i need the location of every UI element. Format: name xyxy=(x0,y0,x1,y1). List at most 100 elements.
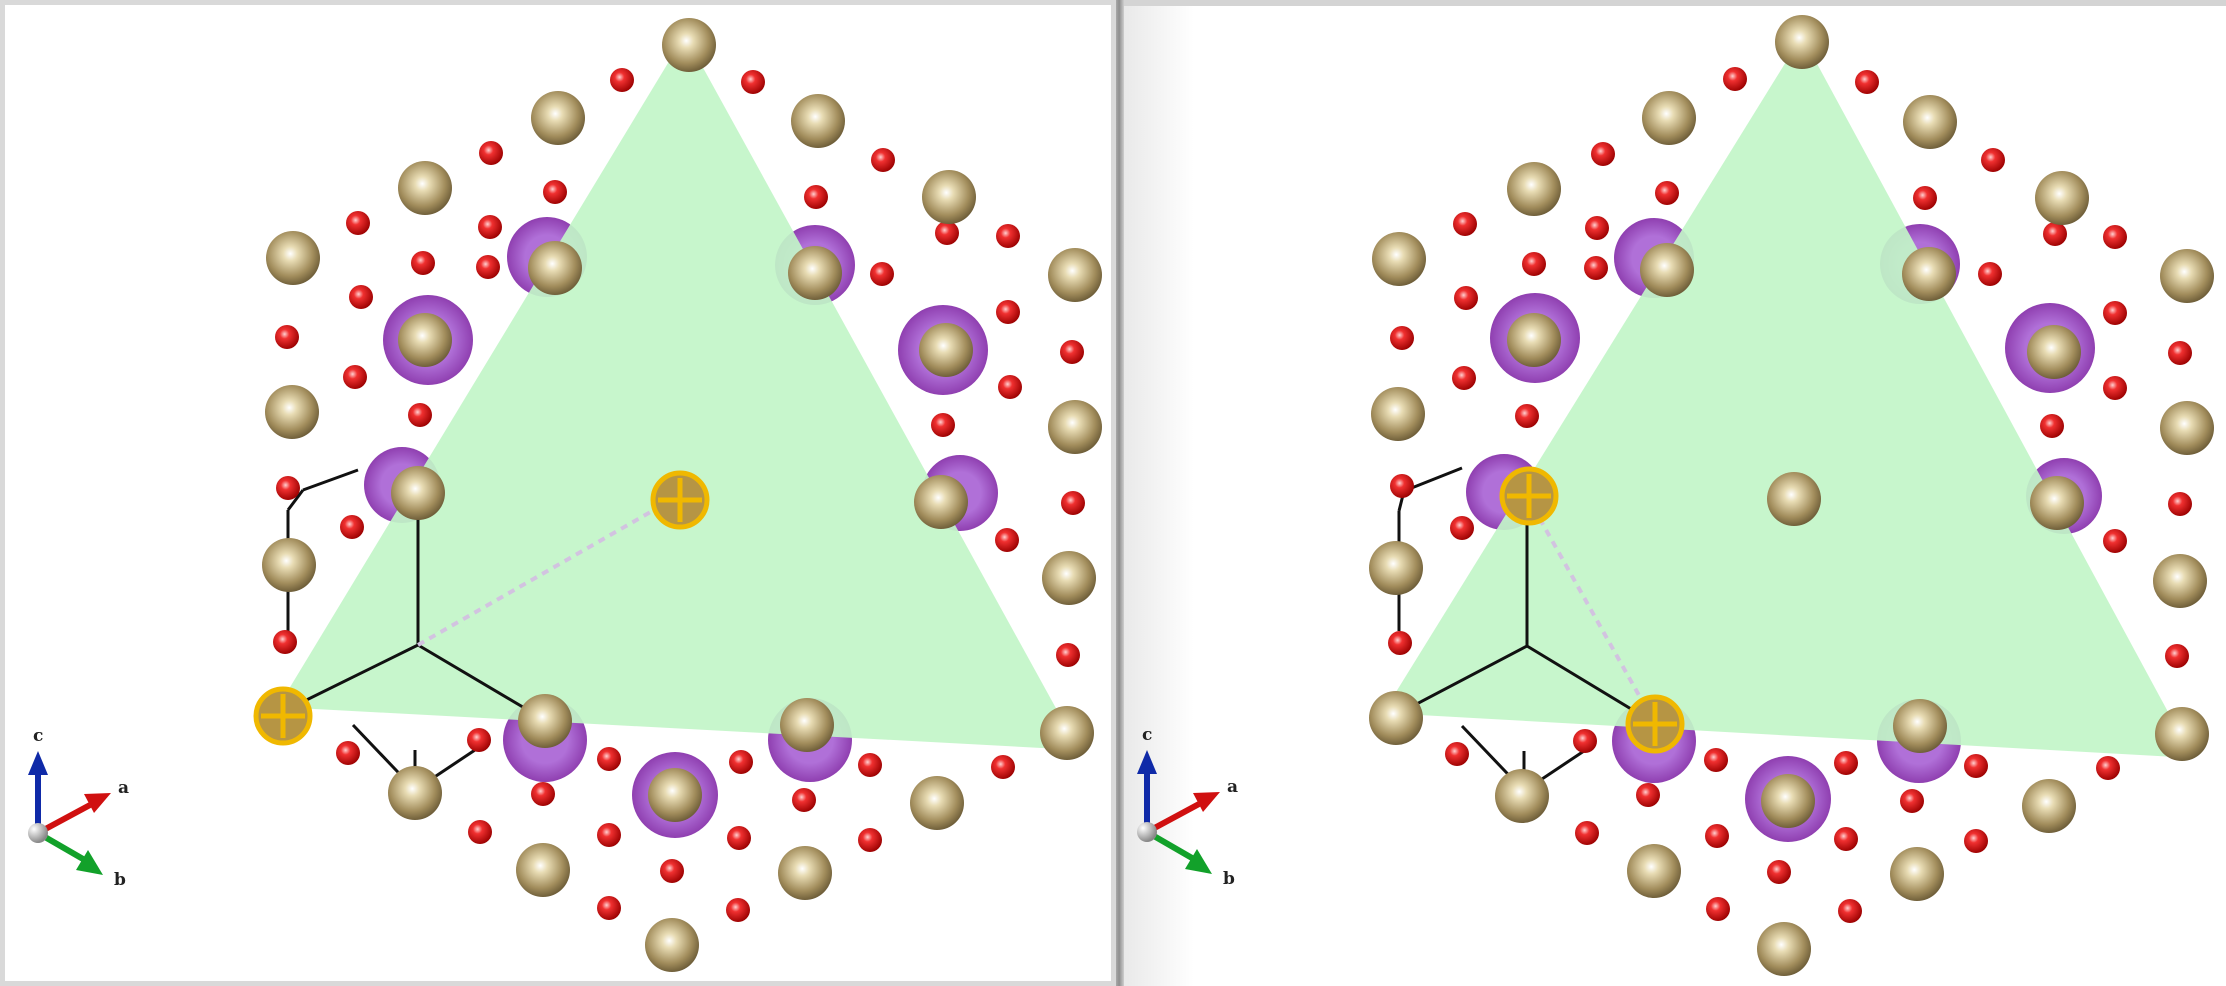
metal-atom[interactable] xyxy=(1757,922,1811,976)
metal-atom[interactable] xyxy=(2022,779,2076,833)
oxygen-atom[interactable] xyxy=(1454,286,1478,310)
oxygen-atom[interactable] xyxy=(275,325,299,349)
oxygen-atom[interactable] xyxy=(1056,643,1080,667)
oxygen-atom[interactable] xyxy=(1585,216,1609,240)
oxygen-atom[interactable] xyxy=(1838,899,1862,923)
metal-atom[interactable] xyxy=(919,323,973,377)
oxygen-atom[interactable] xyxy=(2103,301,2127,325)
oxygen-atom[interactable] xyxy=(1522,252,1546,276)
oxygen-atom[interactable] xyxy=(726,898,750,922)
oxygen-atom[interactable] xyxy=(996,224,1020,248)
oxygen-atom[interactable] xyxy=(1706,897,1730,921)
oxygen-atom[interactable] xyxy=(1655,181,1679,205)
metal-atom[interactable] xyxy=(1372,232,1426,286)
metal-atom[interactable] xyxy=(2160,249,2214,303)
structure-viewport-right[interactable]: c a b xyxy=(1124,0,2226,986)
oxygen-atom[interactable] xyxy=(1900,789,1924,813)
oxygen-atom[interactable] xyxy=(597,823,621,847)
split-pane-divider[interactable] xyxy=(1116,0,1124,986)
oxygen-atom[interactable] xyxy=(2168,341,2192,365)
oxygen-atom[interactable] xyxy=(336,741,360,765)
oxygen-atom[interactable] xyxy=(935,221,959,245)
metal-atom[interactable] xyxy=(1048,248,1102,302)
oxygen-atom[interactable] xyxy=(467,728,491,752)
oxygen-atom[interactable] xyxy=(1704,748,1728,772)
oxygen-atom[interactable] xyxy=(792,788,816,812)
metal-atom[interactable] xyxy=(516,843,570,897)
oxygen-atom[interactable] xyxy=(1390,326,1414,350)
metal-atom[interactable] xyxy=(1369,691,1423,745)
metal-atom[interactable] xyxy=(788,246,842,300)
oxygen-atom[interactable] xyxy=(2103,376,2127,400)
oxygen-atom[interactable] xyxy=(479,141,503,165)
oxygen-atom[interactable] xyxy=(1964,754,1988,778)
oxygen-atom[interactable] xyxy=(1964,829,1988,853)
metal-atom[interactable] xyxy=(528,241,582,295)
oxygen-atom[interactable] xyxy=(991,755,1015,779)
metal-atom[interactable] xyxy=(531,91,585,145)
metal-atom[interactable] xyxy=(1902,247,1956,301)
crystal-plane-triangle[interactable] xyxy=(1383,36,2193,758)
oxygen-atom[interactable] xyxy=(478,215,502,239)
structure-viewport-left[interactable]: c a b xyxy=(0,0,1116,986)
metal-atom[interactable] xyxy=(1893,699,1947,753)
metal-atom[interactable] xyxy=(1627,844,1681,898)
oxygen-atom[interactable] xyxy=(1767,860,1791,884)
oxygen-atom[interactable] xyxy=(729,750,753,774)
metal-atom[interactable] xyxy=(791,94,845,148)
metal-atom[interactable] xyxy=(2035,171,2089,225)
oxygen-atom[interactable] xyxy=(1450,516,1474,540)
metal-atom[interactable] xyxy=(1040,706,1094,760)
metal-atom[interactable] xyxy=(914,475,968,529)
metal-atom[interactable] xyxy=(780,698,834,752)
oxygen-atom[interactable] xyxy=(1575,821,1599,845)
metal-atom[interactable] xyxy=(1767,472,1821,526)
metal-atom[interactable] xyxy=(2027,325,2081,379)
oxygen-atom[interactable] xyxy=(1981,148,2005,172)
oxygen-atom[interactable] xyxy=(2043,222,2067,246)
oxygen-atom[interactable] xyxy=(2168,492,2192,516)
oxygen-atom[interactable] xyxy=(996,300,1020,324)
oxygen-atom[interactable] xyxy=(343,365,367,389)
metal-atom[interactable] xyxy=(1507,313,1561,367)
oxygen-atom[interactable] xyxy=(610,68,634,92)
metal-atom[interactable] xyxy=(518,694,572,748)
crystal-plane-triangle[interactable] xyxy=(278,35,1079,750)
oxygen-atom[interactable] xyxy=(660,859,684,883)
oxygen-atom[interactable] xyxy=(1453,212,1477,236)
metal-atom[interactable] xyxy=(2155,707,2209,761)
oxygen-atom[interactable] xyxy=(468,820,492,844)
oxygen-atom[interactable] xyxy=(1705,824,1729,848)
oxygen-atom[interactable] xyxy=(1584,256,1608,280)
metal-atom[interactable] xyxy=(266,231,320,285)
oxygen-atom[interactable] xyxy=(1573,729,1597,753)
oxygen-atom[interactable] xyxy=(804,185,828,209)
oxygen-atom[interactable] xyxy=(1061,491,1085,515)
oxygen-atom[interactable] xyxy=(597,747,621,771)
metal-atom[interactable] xyxy=(1903,95,1957,149)
crystal-structure-view-left[interactable]: c a b xyxy=(5,5,1111,981)
oxygen-atom[interactable] xyxy=(543,180,567,204)
metal-atom[interactable] xyxy=(2153,554,2207,608)
oxygen-atom[interactable] xyxy=(870,262,894,286)
oxygen-atom[interactable] xyxy=(346,211,370,235)
metal-atom[interactable] xyxy=(1048,400,1102,454)
oxygen-atom[interactable] xyxy=(871,148,895,172)
oxygen-atom[interactable] xyxy=(411,251,435,275)
oxygen-atom[interactable] xyxy=(1855,70,1879,94)
metal-atom[interactable] xyxy=(262,538,316,592)
oxygen-atom[interactable] xyxy=(597,896,621,920)
metal-atom[interactable] xyxy=(1371,387,1425,441)
metal-atom[interactable] xyxy=(778,846,832,900)
metal-atom[interactable] xyxy=(1640,243,1694,297)
oxygen-atom[interactable] xyxy=(741,70,765,94)
metal-atom[interactable] xyxy=(1890,847,1944,901)
metal-atom[interactable] xyxy=(910,776,964,830)
oxygen-atom[interactable] xyxy=(1452,366,1476,390)
oxygen-atom[interactable] xyxy=(1515,404,1539,428)
oxygen-atom[interactable] xyxy=(727,826,751,850)
metal-atom[interactable] xyxy=(648,768,702,822)
oxygen-atom[interactable] xyxy=(858,753,882,777)
metal-atom[interactable] xyxy=(1495,769,1549,823)
oxygen-atom[interactable] xyxy=(531,782,555,806)
